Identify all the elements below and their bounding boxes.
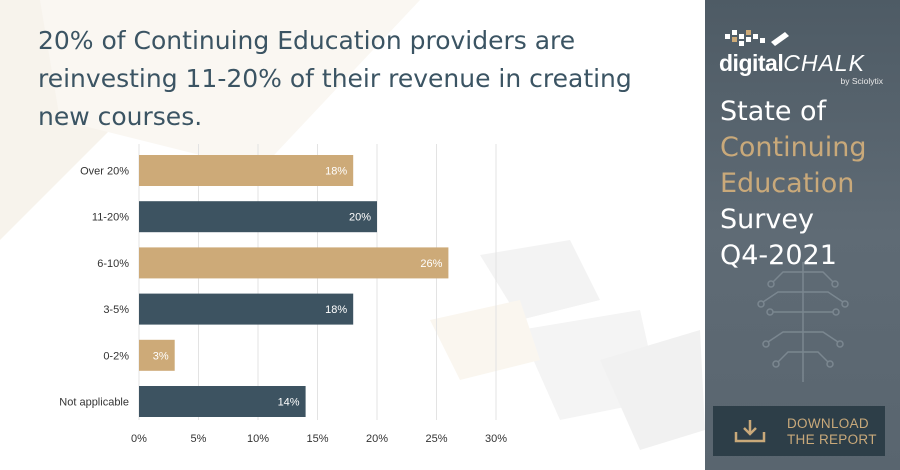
bar	[139, 155, 354, 186]
x-tick-label: 10%	[247, 433, 269, 445]
x-tick-label: 30%	[485, 433, 507, 445]
bar-value-label: 20%	[349, 212, 371, 224]
logo-mark-icon	[725, 30, 789, 46]
download-report-label: DOWNLOAD THE REPORT	[787, 416, 877, 447]
survey-line-2: Continuing	[720, 132, 867, 163]
background-decoration	[0, 0, 705, 450]
survey-title: State of Continuing Education Survey Q4-…	[720, 94, 895, 274]
bar-value-label: 18%	[325, 166, 347, 178]
bar-value-label: 3%	[153, 350, 169, 362]
y-category-label: Not applicable	[59, 397, 129, 409]
x-tick-label: 5%	[191, 433, 207, 445]
download-report-button[interactable]: DOWNLOAD THE REPORT	[713, 406, 885, 456]
survey-line-1: State of	[720, 96, 827, 127]
bar-value-label: 14%	[278, 397, 300, 409]
survey-line-4: Survey	[720, 204, 814, 235]
bar	[139, 247, 449, 279]
download-icon	[734, 420, 766, 443]
report-panel: digitalCHALK by Sciolytix State of Conti…	[705, 0, 900, 470]
y-category-label: 11-20%	[92, 212, 129, 224]
survey-line-5: Q4-2021	[720, 240, 837, 271]
digitalchalk-logo: digitalCHALK by Sciolytix	[719, 26, 889, 86]
bar-value-label: 18%	[325, 304, 347, 316]
bar	[139, 293, 354, 325]
x-tick-label: 15%	[306, 433, 328, 445]
y-category-label: Over 20%	[80, 166, 129, 178]
bar	[139, 386, 306, 417]
y-category-label: 6-10%	[97, 258, 129, 270]
headline: 20% of Continuing Education providers ar…	[38, 26, 632, 131]
y-category-label: 0-2%	[103, 350, 129, 362]
logo-wordmark: digitalCHALK	[719, 50, 865, 76]
x-tick-label: 25%	[425, 433, 447, 445]
bar	[139, 201, 377, 233]
survey-line-3: Education	[720, 168, 855, 199]
bar-chart: 0% 5% 10% 15% 20% 25% 30% Over 20% 18% 11-20% 20% 6…	[59, 144, 507, 445]
x-tick-label: 20%	[366, 433, 388, 445]
bar-value-label: 26%	[420, 258, 442, 270]
logo-byline: by Sciolytix	[840, 76, 883, 86]
circuit-brain-icon	[757, 262, 849, 382]
x-tick-label: 0%	[131, 433, 147, 445]
y-category-label: 3-5%	[103, 304, 129, 316]
bar	[139, 339, 175, 371]
